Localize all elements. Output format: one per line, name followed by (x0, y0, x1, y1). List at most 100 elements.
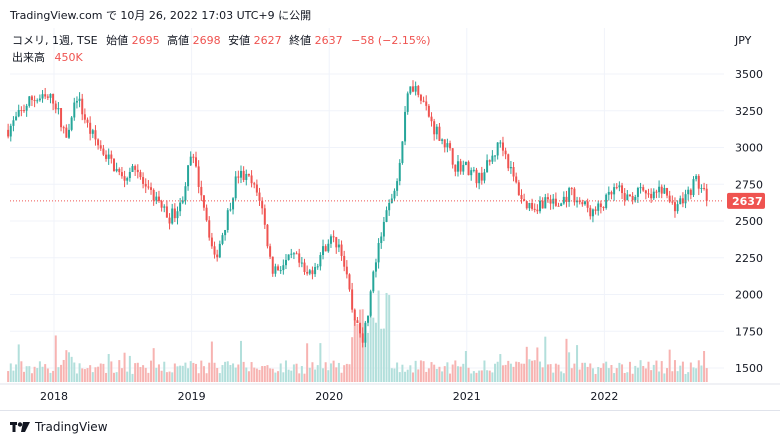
volume-bar (23, 371, 26, 382)
volume-bar (86, 368, 89, 382)
volume-bar (81, 368, 84, 382)
candle-body (703, 187, 706, 189)
volume-bar (427, 368, 430, 382)
volume-bar (636, 367, 639, 382)
close-value: 2637 (315, 34, 343, 47)
high-label: 高値 (167, 33, 189, 47)
price-axis[interactable]: 3500 3250 3000 2750 2500 2250 2000 1750 1500 (735, 68, 763, 375)
volume-bar (197, 373, 200, 382)
volume-bar (570, 368, 573, 382)
volume-bar (454, 360, 457, 382)
volume-bar (359, 309, 362, 382)
volume-bar (139, 367, 142, 382)
volume-bar (451, 364, 454, 382)
volume-bar (671, 371, 674, 382)
volume-bar (160, 370, 163, 382)
candle-body (33, 100, 36, 102)
volume-bar (546, 364, 549, 382)
candle-body (163, 206, 166, 208)
price-tick-label: 3500 (735, 68, 763, 81)
publish-caption: TradingView.com で 10月 26, 2022 17:03 UTC… (10, 9, 312, 22)
candle-body (356, 320, 359, 324)
volume-bar (539, 361, 542, 382)
candle-body (81, 98, 84, 115)
candle-body (195, 157, 198, 167)
price-chart[interactable]: 3500 3250 3000 2750 2500 2250 2000 1750 1500 201… (0, 28, 780, 410)
candle-body (340, 244, 343, 256)
volume-bar (89, 365, 92, 382)
time-axis[interactable]: 2018 2019 2020 2021 2022 (0, 383, 780, 403)
volume-bar (456, 366, 459, 382)
volume-bar (253, 367, 256, 382)
candle-body (515, 176, 518, 183)
volume-bar (560, 371, 563, 382)
candle-body (441, 139, 444, 141)
volume-bar (20, 361, 23, 382)
candle-body (332, 236, 335, 238)
volume-bar (655, 360, 658, 382)
volume-bar (507, 360, 510, 382)
volume-bar (689, 362, 692, 382)
candle-body (417, 86, 420, 95)
candle-body (290, 253, 293, 255)
last-price-label: 2637 (732, 195, 763, 208)
candle-body (181, 200, 184, 203)
candle-body (46, 96, 49, 98)
volume-bar (396, 362, 399, 382)
candle-body (578, 200, 581, 203)
tradingview-logo[interactable]: TradingView (10, 420, 108, 434)
volume-bar (626, 372, 629, 382)
candle-body (237, 176, 240, 178)
volume-bar (126, 371, 129, 382)
candle-body (152, 189, 155, 201)
candle-body (120, 172, 123, 177)
candle-body (531, 202, 534, 209)
candle-body (308, 270, 311, 274)
volume-bar (599, 367, 602, 382)
candle-body (314, 266, 317, 275)
candle-body (544, 197, 547, 209)
candle-body (652, 191, 655, 199)
volume-bar (255, 368, 258, 382)
candle-body (38, 98, 41, 101)
volume-bar (282, 372, 285, 382)
volume-bar (573, 363, 576, 382)
volume-bar (705, 368, 708, 382)
volume-bar (60, 364, 63, 382)
volume-bar (284, 360, 287, 382)
candle-body (404, 111, 407, 142)
candle-body (449, 143, 452, 149)
candle-body (232, 198, 235, 210)
candle-body (160, 201, 163, 208)
time-tick-label: 2021 (453, 390, 481, 403)
candle-body (650, 193, 653, 199)
volume-bar (147, 372, 150, 382)
candle-body (470, 170, 473, 176)
candle-body (456, 161, 459, 172)
volume-bar (613, 373, 616, 382)
candle-body (128, 171, 131, 179)
candle-body (409, 86, 412, 94)
candle-body (245, 173, 248, 180)
volume-bar (173, 363, 176, 382)
volume-bar (695, 368, 698, 382)
price-tick-label: 3000 (735, 142, 763, 155)
volume-bar (504, 364, 507, 382)
volume-bar (602, 363, 605, 382)
candlestick-chart-svg[interactable]: 3500 3250 3000 2750 2500 2250 2000 1750 1500 201… (0, 28, 780, 410)
volume-bar (515, 361, 518, 382)
candle-body (229, 209, 232, 211)
price-tick-label: 1750 (735, 325, 763, 338)
volume-bar (237, 364, 240, 382)
candle-body (374, 262, 377, 272)
volume-bar (414, 360, 417, 382)
candle-body (271, 256, 274, 274)
candle-body (459, 161, 462, 172)
volume-bar (107, 354, 110, 382)
volume-bar (658, 371, 661, 382)
candle-body (112, 158, 115, 172)
candle-body (361, 333, 364, 343)
candle-body (70, 117, 73, 130)
candle-body (655, 191, 658, 193)
candle-body (319, 255, 322, 267)
